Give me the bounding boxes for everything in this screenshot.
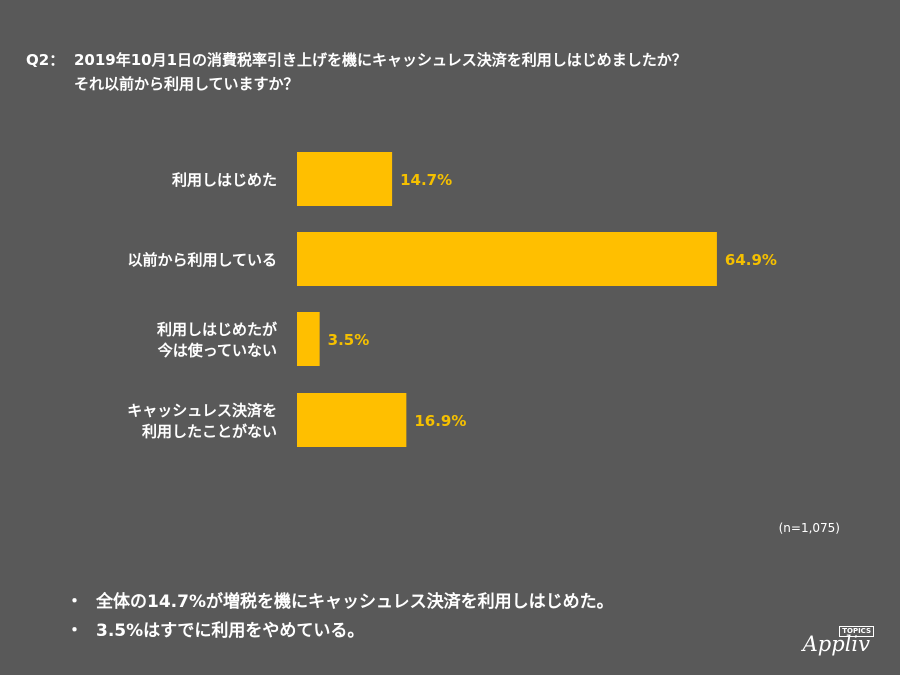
question-line-1: Q2： 2019年10月1日の消費税率引き上げを機にキャッシュレス決済を利用しはじ… [26, 48, 687, 72]
sample-size-note: (n=1,075) [778, 521, 840, 535]
data-label: 14.7% [400, 171, 452, 189]
question-text-1: 2019年10月1日の消費税率引き上げを機にキャッシュレス決済を利用しはじめまし… [74, 51, 687, 69]
data-label: 16.9% [414, 412, 466, 430]
category-label: 利用しはじめた [172, 171, 277, 189]
category-label: 利用したことがない [142, 423, 277, 441]
summary-text: 全体の14.7%が増税を機にキャッシュレス決済を利用しはじめた。 [96, 592, 614, 612]
question-line-2: それ以前から利用していますか？ [74, 75, 299, 93]
question-title: Q2： 2019年10月1日の消費税率引き上げを機にキャッシュレス決済を利用しはじ… [26, 48, 687, 96]
bullet-icon: ・ [66, 592, 83, 612]
summary-item: ・ 3.5%はすでに利用をやめている。 [66, 617, 614, 646]
bar [297, 312, 320, 366]
appliv-logo: Appliv TOPICS [803, 626, 874, 656]
category-label: 今は使っていない [157, 342, 277, 360]
data-label: 3.5% [328, 331, 370, 349]
summary-text: 3.5%はすでに利用をやめている。 [96, 621, 365, 641]
data-label: 64.9% [725, 251, 777, 269]
category-label: キャッシュレス決済を [127, 402, 277, 420]
question-prefix: Q2： [26, 51, 65, 69]
bullet-icon: ・ [66, 621, 83, 641]
category-label: 利用しはじめたが [157, 321, 278, 339]
category-label: 以前から利用している [127, 251, 277, 269]
summary-item: ・全体の14.7%が増税を機にキャッシュレス決済を利用しはじめた。 [66, 588, 614, 617]
bar [297, 152, 393, 206]
logo-tag: TOPICS [839, 626, 874, 637]
bar [297, 393, 407, 447]
bar [297, 232, 717, 286]
summary-list: ・全体の14.7%が増税を機にキャッシュレス決済を利用しはじめた。 ・ 3.5%は… [66, 588, 614, 646]
